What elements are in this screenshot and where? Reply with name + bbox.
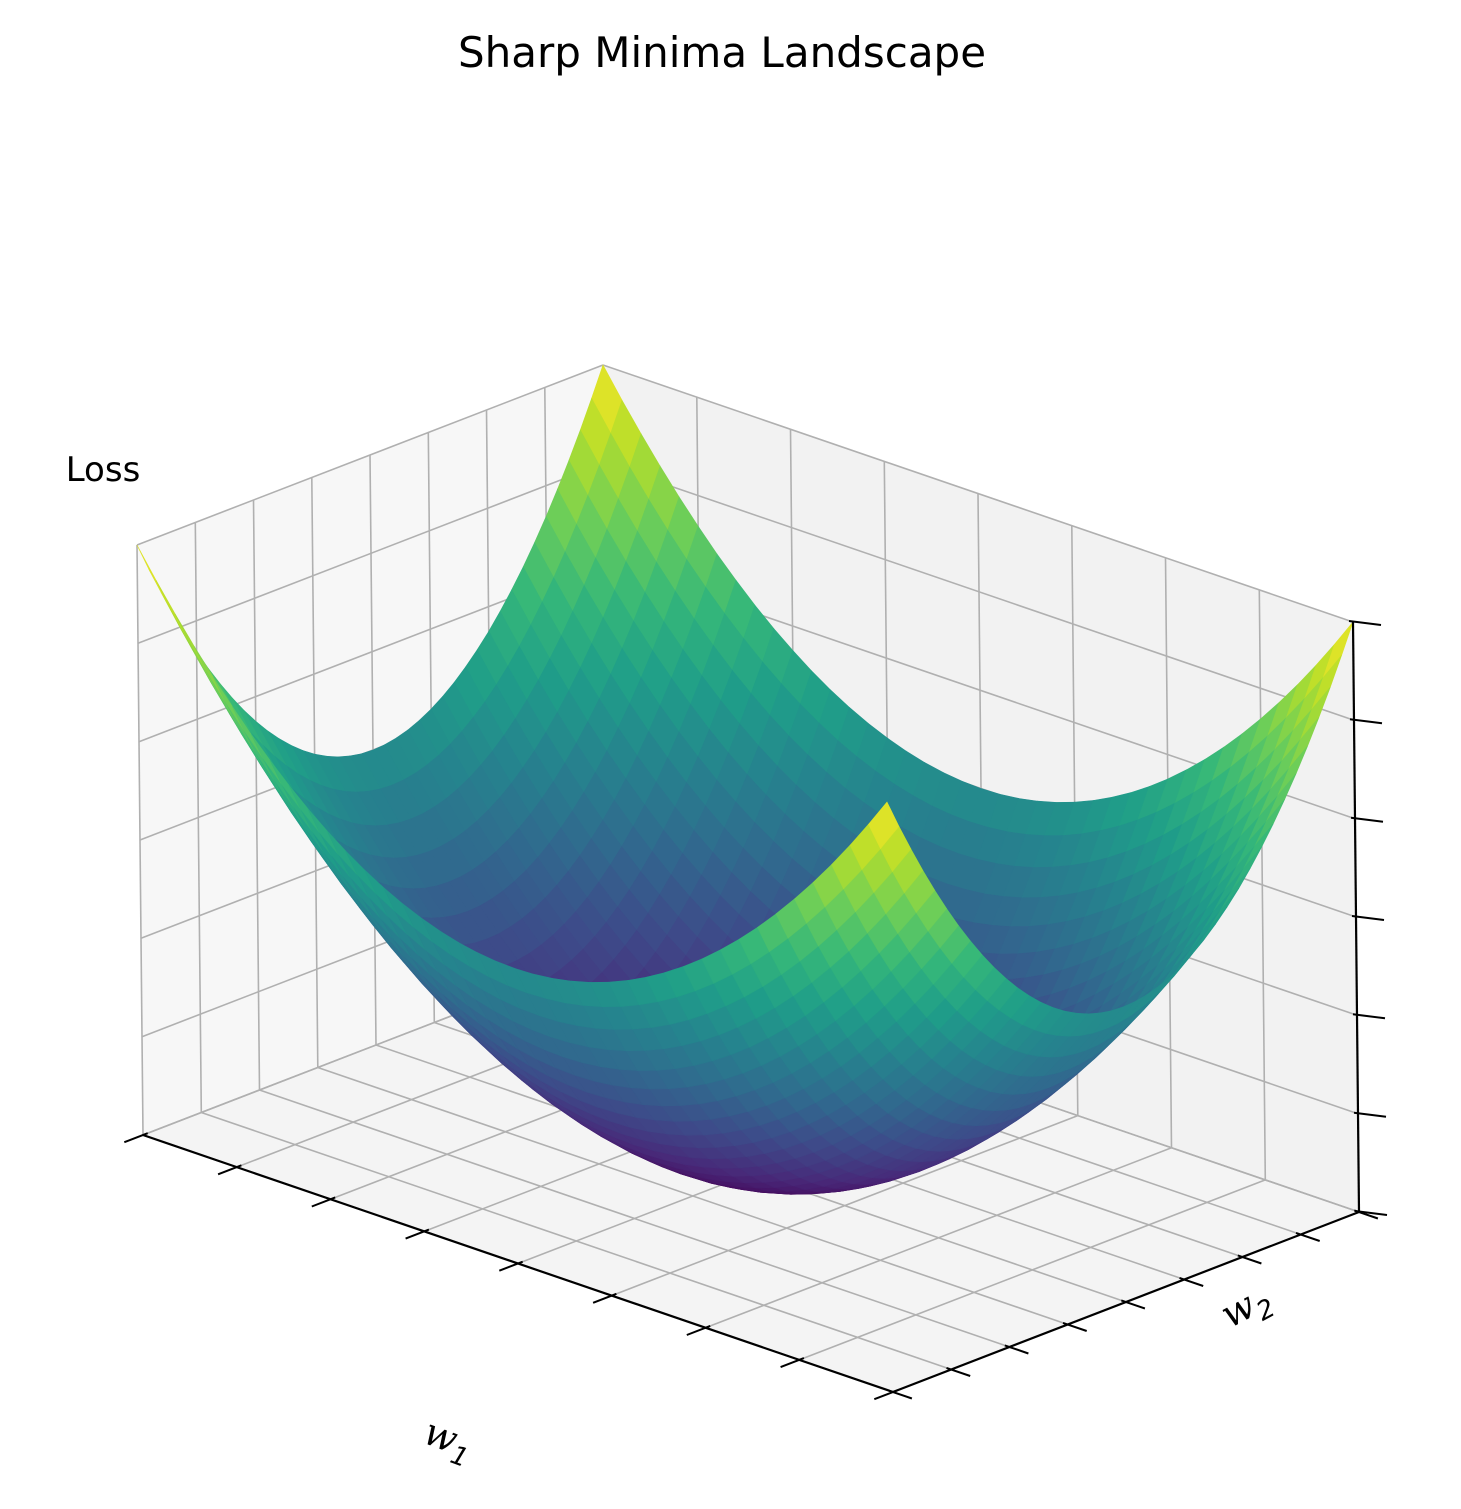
y-axis-label-symbol: w bbox=[1213, 1282, 1262, 1336]
x-tick bbox=[311, 1196, 336, 1208]
x-tick bbox=[498, 1260, 524, 1272]
tick-marks bbox=[123, 620, 1388, 1401]
z-tick bbox=[1353, 1111, 1387, 1118]
z-tick bbox=[1351, 915, 1385, 921]
y-tick bbox=[887, 1389, 913, 1400]
z-tick bbox=[1348, 620, 1382, 626]
y-axis-label: w2 bbox=[1213, 1275, 1280, 1343]
chart-title: Sharp Minima Landscape bbox=[458, 28, 986, 77]
z-tick bbox=[1349, 718, 1383, 725]
gridline-left-z bbox=[136, 364, 604, 546]
x-axis-label: w1 bbox=[416, 1409, 480, 1474]
gridline-floor-y bbox=[259, 1089, 1010, 1348]
y-tick bbox=[946, 1366, 971, 1377]
y-tick bbox=[1062, 1321, 1088, 1332]
gridline-back-z bbox=[602, 364, 1354, 623]
x-tick bbox=[217, 1164, 242, 1176]
x-tick bbox=[123, 1132, 149, 1144]
z-tick bbox=[1350, 816, 1384, 823]
y-tick bbox=[1237, 1254, 1262, 1265]
y-tick bbox=[1295, 1231, 1321, 1242]
y-tick bbox=[1120, 1299, 1146, 1310]
x-tick bbox=[780, 1357, 805, 1369]
z-tick bbox=[1354, 1210, 1388, 1216]
x-tick bbox=[686, 1324, 711, 1336]
y-tick bbox=[1004, 1344, 1029, 1355]
gridline-back-z bbox=[603, 462, 1355, 722]
x-tick bbox=[405, 1228, 430, 1240]
z-axis-label: Loss bbox=[66, 450, 141, 490]
loss-surface bbox=[136, 364, 1354, 1195]
surface-patch bbox=[868, 801, 900, 850]
x-tick bbox=[592, 1292, 617, 1304]
gridline-left-z bbox=[137, 462, 605, 645]
y-tick bbox=[1179, 1276, 1204, 1287]
gridline-floor-y bbox=[201, 1111, 952, 1371]
gridline-floor-y bbox=[317, 1066, 1069, 1326]
z-tick bbox=[1352, 1013, 1386, 1020]
